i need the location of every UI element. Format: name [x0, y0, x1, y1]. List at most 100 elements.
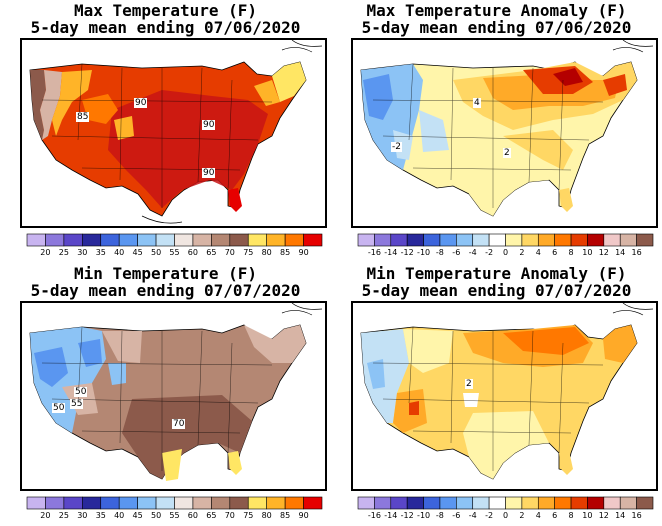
- colorbar-tick-label: 4: [535, 511, 541, 520]
- colorbar-tick-label: 75: [243, 511, 254, 520]
- colorbar-swatch: [636, 233, 654, 247]
- colorbar-tick-label: 75: [243, 248, 254, 257]
- colorbar-swatch: [554, 233, 572, 247]
- colorbar-swatch: [63, 496, 83, 510]
- colorbar-ticks: -16 -14 -12 -10 -8 -6 -4 -2 0 2 4 6 8 10 12 14 16: [358, 248, 653, 260]
- panel-title: Min Temperature Anomaly (F): [366, 264, 627, 283]
- colorbar-tick-label: 4: [535, 248, 541, 257]
- colorbar-swatch: [266, 496, 286, 510]
- colorbar-tick-label: -4: [468, 511, 477, 520]
- map-max-temperature: 85 90 90 90: [20, 38, 327, 228]
- contour-label: 50: [74, 387, 88, 397]
- colorbar-swatch: [211, 496, 231, 510]
- colorbar-swatch: [26, 496, 46, 510]
- colorbar-tick-label: 65: [206, 248, 217, 257]
- colorbar-tick-label: 70: [224, 248, 235, 257]
- panel-subtitle: 5-day mean ending 07/06/2020: [30, 18, 301, 37]
- colorbar-tick-label: -10: [417, 511, 431, 520]
- colorbar-tick-label: -16: [367, 248, 381, 257]
- colorbar-swatch: [439, 496, 457, 510]
- colorbar-tick-label: 55: [169, 248, 180, 257]
- colorbar-swatch: [374, 233, 392, 247]
- colorbar-anomaly: [357, 496, 654, 510]
- colorbar-tick-label: 2: [519, 511, 525, 520]
- colorbar-swatch: [137, 496, 157, 510]
- colorbar-swatch: [406, 496, 424, 510]
- colorbar-swatch: [229, 233, 249, 247]
- colorbar-tick-label: 85: [280, 248, 291, 257]
- colorbar-tick-label: -14: [384, 248, 398, 257]
- colorbar-tick-label: -16: [367, 511, 381, 520]
- colorbar-tick-label: 16: [631, 511, 642, 520]
- colorbar-swatch: [357, 233, 375, 247]
- colorbar-ticks: 20 25 30 35 40 45 50 55 60 65 70 75 80 85 90: [27, 511, 322, 523]
- colorbar-tick-label: 16: [631, 248, 642, 257]
- colorbar-swatch: [192, 233, 212, 247]
- colorbar-swatch: [374, 496, 392, 510]
- colorbar-ticks: -16 -14 -12 -10 -8 -6 -4 -2 0 2 4 6 8 10 12 14 16: [358, 511, 653, 523]
- map-max-temperature-anomaly: 4 2 -2: [351, 38, 658, 228]
- colorbar-tick-label: 10: [582, 248, 593, 257]
- colorbar-anomaly: [357, 233, 654, 247]
- colorbar-swatch: [636, 496, 654, 510]
- colorbar-tick-label: 20: [40, 248, 51, 257]
- colorbar-tick-label: 8: [568, 511, 574, 520]
- colorbar-tick-label: 0: [502, 248, 509, 257]
- colorbar-swatch: [521, 496, 539, 510]
- colorbar-tick-label: 65: [206, 511, 217, 520]
- colorbar-swatch: [137, 233, 157, 247]
- colorbar-tick-label: -2: [485, 511, 494, 520]
- colorbar-tick-label: 12: [598, 511, 609, 520]
- panel-max-temperature-anomaly: Max Temperature Anomaly (F) 5-day mean e…: [331, 0, 662, 263]
- colorbar-swatch: [118, 496, 138, 510]
- contour-label: 4: [473, 98, 481, 108]
- colorbar-swatch: [192, 496, 212, 510]
- colorbar-swatch: [505, 496, 523, 510]
- colorbar-swatch: [63, 233, 83, 247]
- colorbar-swatch: [488, 233, 506, 247]
- colorbar-swatch: [537, 233, 555, 247]
- colorbar-tick-label: 10: [582, 511, 593, 520]
- colorbar-swatch: [211, 233, 231, 247]
- colorbar-swatch: [82, 496, 102, 510]
- colorbar-tick-label: 50: [151, 511, 162, 520]
- colorbar-swatch: [456, 496, 474, 510]
- colorbar-tick-label: 80: [261, 248, 272, 257]
- colorbar-tick-label: -2: [485, 248, 494, 257]
- colorbar-swatch: [521, 233, 539, 247]
- colorbar-swatch: [100, 233, 120, 247]
- colorbar-swatch: [472, 233, 490, 247]
- colorbar-swatch: [488, 496, 506, 510]
- colorbar-swatch: [45, 496, 65, 510]
- colorbar-tick-label: 90: [298, 248, 309, 257]
- contour-label: 50: [52, 403, 66, 413]
- colorbar-tick-label: 80: [261, 511, 272, 520]
- colorbar-tick-label: 40: [114, 511, 125, 520]
- colorbar-swatch: [619, 233, 637, 247]
- colorbar-tick-label: 25: [58, 511, 69, 520]
- colorbar-tick-label: 25: [58, 248, 69, 257]
- colorbar-swatch: [303, 496, 323, 510]
- panel-subtitle: 5-day mean ending 07/07/2020: [361, 281, 632, 300]
- colorbar-swatch: [587, 496, 605, 510]
- colorbar-tick-label: 6: [552, 248, 558, 257]
- panel-min-temperature-anomaly: Min Temperature Anomaly (F) 5-day mean e…: [331, 263, 662, 526]
- colorbar-tick-label: 60: [187, 248, 198, 257]
- colorbar-swatch: [357, 496, 375, 510]
- colorbar-tick-label: 6: [552, 511, 558, 520]
- colorbar-tick-label: 40: [114, 248, 125, 257]
- colorbar-swatch: [505, 233, 523, 247]
- colorbar-swatch: [423, 496, 441, 510]
- colorbar-tick-label: 90: [298, 511, 309, 520]
- colorbar-swatch: [570, 233, 588, 247]
- map-min-temperature: 50 55 50 70: [20, 301, 327, 491]
- colorbar-tick-label: -6: [452, 511, 461, 520]
- colorbar-swatch: [100, 496, 120, 510]
- colorbar-swatch: [247, 496, 267, 510]
- panel-subtitle: 5-day mean ending 07/06/2020: [361, 18, 632, 37]
- colorbar-swatch: [155, 233, 175, 247]
- colorbar-swatch: [603, 496, 621, 510]
- colorbar-tick-label: 55: [169, 511, 180, 520]
- colorbar-tick-label: 35: [95, 511, 106, 520]
- colorbar-tick-label: -12: [400, 248, 414, 257]
